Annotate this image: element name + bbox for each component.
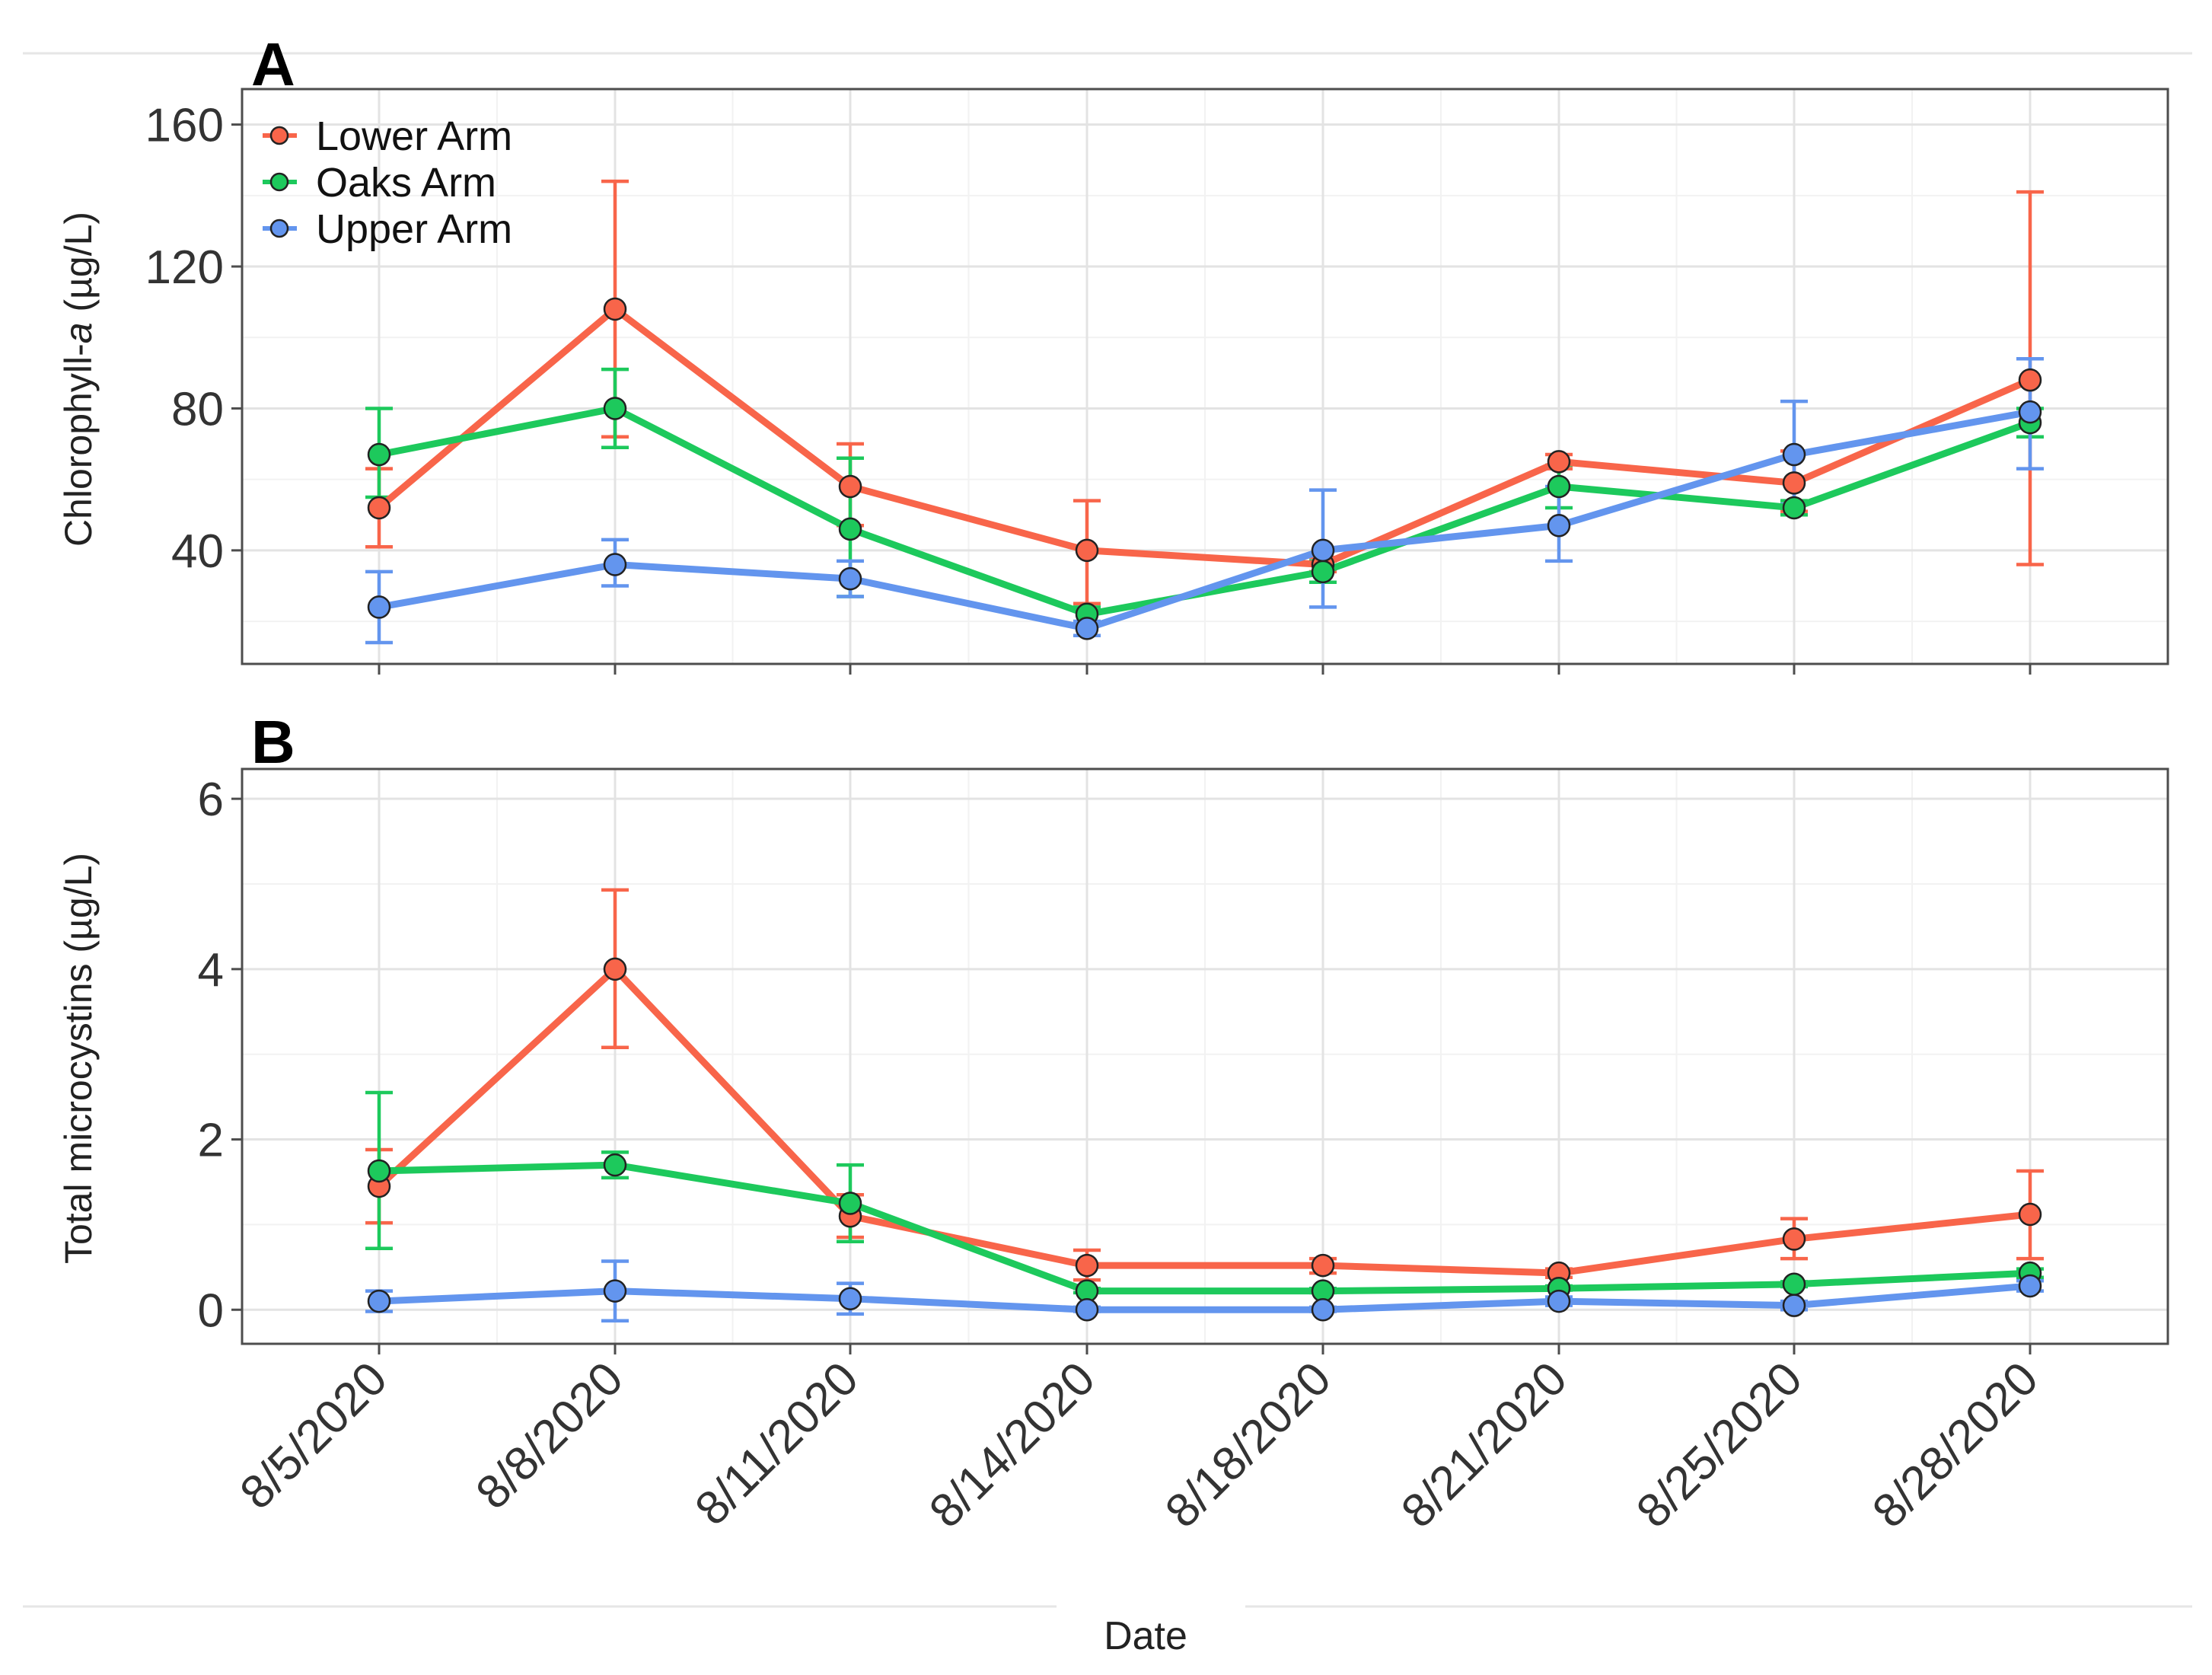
panel-a-lower-arm-point: [2018, 368, 2042, 392]
panel-b-lower-arm-point: [1782, 1227, 1806, 1251]
panel-b-upper-arm-point: [838, 1287, 862, 1310]
legend-lower-arm-label: Lower Arm: [316, 113, 512, 159]
panel-a-upper-arm-point: [1547, 513, 1571, 538]
panel-a-lower-arm-point: [367, 496, 391, 520]
panel-b-oaks-arm-line: [378, 1161, 2031, 1295]
panel-a-upper-arm-point: [1075, 617, 1099, 640]
panel-a-y-tick-label-120: 120: [145, 241, 224, 294]
legend-item-oaks-arm: Oaks Arm: [263, 160, 496, 206]
panel-a-y-axis-title-suffix: (µg/L): [57, 212, 100, 323]
panel-b-upper-arm-point: [367, 1289, 391, 1313]
panel-a-upper-arm-point: [367, 595, 391, 619]
panel-b-upper-arm-point: [2018, 1274, 2042, 1298]
legend-lower-arm-marker: [269, 126, 289, 145]
panel-b-plot-border: [241, 767, 2169, 1345]
panel-a-lower-arm-point: [603, 297, 627, 321]
panel-b-letter: B: [251, 708, 295, 776]
panel-b-lower-arm-line: [376, 965, 2031, 1277]
legend-upper-arm-label: Upper Arm: [316, 206, 512, 252]
panel-b-upper-arm-point: [1075, 1298, 1099, 1322]
panel-a-y-tick-label-160: 160: [145, 100, 224, 152]
panel-a-oaks-arm-point: [1547, 474, 1571, 499]
panel-a-upper-arm-point: [838, 566, 862, 591]
legend-oaks-arm-marker: [269, 172, 289, 192]
panel-a-lower-arm-point: [1782, 471, 1806, 495]
panel-b-y-tick-label-0: 0: [198, 1284, 224, 1337]
panel-a-upper-arm-line: [378, 408, 2031, 632]
panel-b-oaks-arm-point: [838, 1192, 862, 1215]
panel-b-lower-arm-point: [1311, 1253, 1335, 1278]
panel-b-lower-arm-point: [603, 957, 627, 981]
legend-item-lower-arm: Lower Arm: [263, 113, 512, 159]
panel-a-lower-arm-point: [1547, 450, 1571, 474]
panel-a-upper-arm-point: [1311, 538, 1335, 563]
panel-a-chlorophyll-chart: A 40 80 120 160 Chlorophyll-a (µg/L) Lower …: [57, 30, 2169, 675]
legend-upper-arm-marker: [269, 219, 289, 238]
x-axis-title-box: [1057, 1599, 1245, 1675]
panel-b-y-axis-title: Total microcystins (µg/L): [57, 853, 100, 1264]
legend-oaks-arm-label: Oaks Arm: [316, 160, 496, 206]
panel-b-oaks-arm-point: [1782, 1272, 1806, 1296]
panel-a-lower-arm-point: [1075, 538, 1099, 563]
panel-a-y-axis-title-prefix: Chlorophyll-: [57, 343, 100, 547]
panel-b-lower-arm-point: [1075, 1253, 1099, 1278]
panel-a-oaks-arm-point: [838, 517, 862, 541]
panel-b-y-tick-label-6: 6: [198, 774, 224, 826]
panel-b-upper-arm-point: [1547, 1289, 1571, 1313]
panel-b-upper-arm-point: [603, 1279, 627, 1303]
panel-b-upper-arm-line: [378, 1282, 2031, 1313]
panel-a-oaks-arm-point: [367, 442, 391, 467]
panel-b-y-tick-label-4: 4: [198, 944, 224, 997]
panel-b-y-tick-label-2: 2: [198, 1115, 224, 1167]
panel-b-lower-arm-point: [2018, 1202, 2042, 1227]
panel-a-y-tick-label-40: 40: [171, 525, 224, 578]
panel-a-oaks-arm-point: [1782, 496, 1806, 520]
panel-a-upper-arm-point: [1782, 442, 1806, 467]
x-axis-title: Date: [1104, 1614, 1187, 1658]
panel-a-lower-arm-point: [838, 474, 862, 499]
panel-b-upper-arm-point: [1311, 1298, 1335, 1322]
panel-a-plot-border: [241, 88, 2169, 665]
panel-a-lower-arm-line: [377, 305, 2032, 569]
panel-b-upper-arm-point: [1782, 1294, 1806, 1317]
panel-a-oaks-arm-point: [1311, 560, 1335, 584]
legend-item-upper-arm: Upper Arm: [263, 206, 512, 252]
panel-a-y-tick-label-80: 80: [171, 383, 224, 436]
panel-a-y-axis-title-italic: a: [57, 322, 100, 343]
panel-b-oaks-arm-point: [603, 1153, 627, 1177]
panel-a-letter: A: [251, 30, 295, 98]
panel-a-y-axis-title: Chlorophyll-a (µg/L): [57, 212, 100, 547]
panel-a-upper-arm-point: [603, 553, 627, 576]
panel-a-oaks-arm-point: [603, 397, 627, 420]
panel-a-upper-arm-point: [2018, 400, 2042, 424]
panel-b-microcystins-chart: B 0 2 4 6 Total microcystins (µg/L): [57, 708, 2169, 1354]
panel-b-oaks-arm-point: [367, 1159, 391, 1183]
legend: Lower Arm Oaks Arm Upper Arm: [263, 113, 512, 252]
